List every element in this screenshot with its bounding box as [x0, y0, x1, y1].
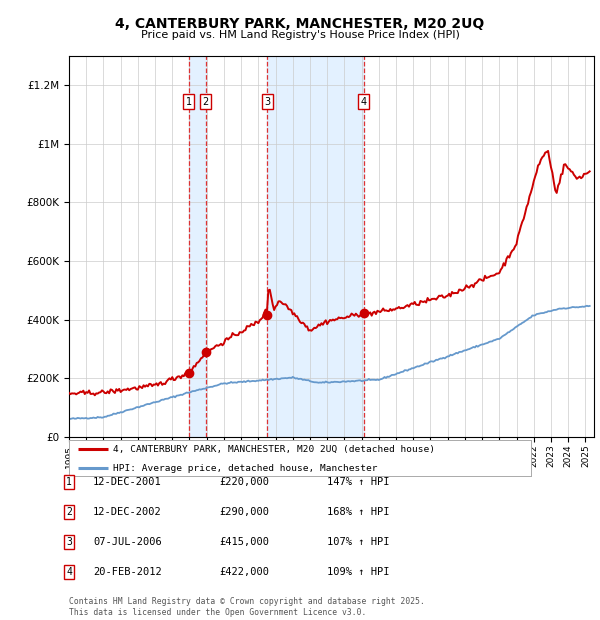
Text: 168% ↑ HPI: 168% ↑ HPI	[327, 507, 389, 517]
Text: 1: 1	[185, 97, 191, 107]
Text: 3: 3	[66, 537, 72, 547]
Text: 07-JUL-2006: 07-JUL-2006	[93, 537, 162, 547]
Text: 109% ↑ HPI: 109% ↑ HPI	[327, 567, 389, 577]
Bar	[267, 56, 364, 437]
Text: 4: 4	[361, 97, 367, 107]
Text: £422,000: £422,000	[219, 567, 269, 577]
Text: £415,000: £415,000	[219, 537, 269, 547]
Text: £220,000: £220,000	[219, 477, 269, 487]
Text: 3: 3	[264, 97, 271, 107]
Text: Contains HM Land Registry data © Crown copyright and database right 2025.
This d: Contains HM Land Registry data © Crown c…	[69, 598, 425, 617]
Bar	[188, 56, 206, 437]
Text: £290,000: £290,000	[219, 507, 269, 517]
Text: 4: 4	[66, 567, 72, 577]
Text: Price paid vs. HM Land Registry's House Price Index (HPI): Price paid vs. HM Land Registry's House …	[140, 30, 460, 40]
Text: 107% ↑ HPI: 107% ↑ HPI	[327, 537, 389, 547]
Text: 4, CANTERBURY PARK, MANCHESTER, M20 2UQ: 4, CANTERBURY PARK, MANCHESTER, M20 2UQ	[115, 17, 485, 32]
Text: 12-DEC-2001: 12-DEC-2001	[93, 477, 162, 487]
Text: HPI: Average price, detached house, Manchester: HPI: Average price, detached house, Manc…	[113, 464, 377, 472]
Text: 20-FEB-2012: 20-FEB-2012	[93, 567, 162, 577]
Text: 147% ↑ HPI: 147% ↑ HPI	[327, 477, 389, 487]
Text: 12-DEC-2002: 12-DEC-2002	[93, 507, 162, 517]
Text: 1: 1	[66, 477, 72, 487]
Text: 4, CANTERBURY PARK, MANCHESTER, M20 2UQ (detached house): 4, CANTERBURY PARK, MANCHESTER, M20 2UQ …	[113, 445, 435, 454]
Text: 2: 2	[203, 97, 209, 107]
Text: 2: 2	[66, 507, 72, 517]
